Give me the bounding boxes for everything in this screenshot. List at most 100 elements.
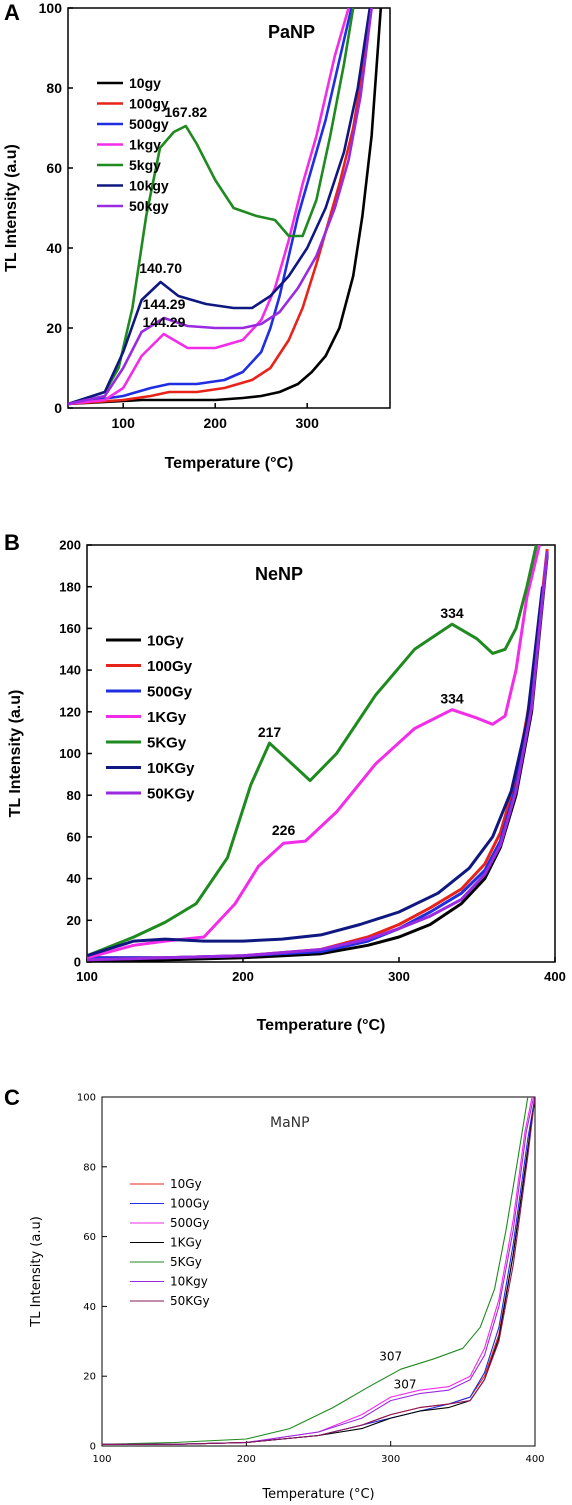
legend-label: 50kgy (129, 198, 169, 214)
series-line-5kgy (68, 8, 355, 406)
y-tick-label: 200 (59, 538, 81, 553)
x-axis-label: Temperature (°C) (165, 455, 294, 472)
x-tick-label: 200 (204, 415, 228, 431)
chart-title: NeNP (255, 564, 303, 584)
y-axis-label: TL Intensity (a.u) (29, 1216, 44, 1328)
legend-label: 1KGy (170, 1236, 202, 1250)
series-line-500gy (87, 553, 549, 960)
chart-panel-a: A 100 200 300 0 20 40 60 80 100 PaNP 10gy 100gy 500g… (0, 0, 572, 490)
series-line-50kgy (68, 8, 373, 406)
series-line-50kgy (102, 1097, 535, 1445)
series-line-5kgy (102, 1097, 529, 1445)
y-tick-label: 80 (67, 788, 81, 803)
legend-label: 10Kgy (170, 1275, 208, 1289)
y-tick-label: 40 (46, 240, 62, 256)
y-tick-label: 100 (77, 1093, 96, 1104)
y-tick-label: 60 (67, 829, 81, 844)
y-tick-label: 0 (90, 1442, 96, 1453)
series-group (102, 1097, 535, 1445)
chart-svg-c: 100 200 300 400 0 20 40 60 80 100 MaNP 10Gy 100Gy 500… (29, 1093, 545, 1503)
peak-annotation: 334 (440, 605, 464, 621)
series-line-1kgy (68, 8, 350, 406)
y-axis-label: TL Intensity (a.u) (7, 690, 24, 818)
y-tick-label: 60 (46, 160, 62, 176)
legend-label: 500Gy (147, 683, 193, 700)
legend-label: 100Gy (170, 1197, 209, 1211)
legend-label: 100gy (129, 95, 169, 111)
peak-annotation: 307 (379, 1350, 402, 1364)
y-axis-label: TL Intensity (a.u) (3, 144, 20, 272)
series-line-100gy (68, 8, 373, 406)
legend-label: 1kgy (129, 136, 161, 152)
x-axis-label: Temperature (°C) (257, 1017, 386, 1034)
x-tick-label: 100 (112, 415, 136, 431)
x-tick-label: 300 (296, 415, 320, 431)
y-tick-label: 100 (39, 0, 63, 16)
peak-annotation: 226 (272, 822, 296, 838)
peak-annotation: 217 (258, 724, 282, 740)
y-tick-label: 160 (59, 621, 81, 636)
series-line-50kgy (87, 551, 549, 962)
legend-label: 10gy (129, 75, 161, 91)
panel-letter: B (4, 530, 20, 555)
peak-annotation: 334 (440, 691, 464, 707)
legend-label: 10Gy (147, 632, 184, 649)
y-tick-label: 20 (83, 1372, 96, 1383)
y-tick-label: 0 (54, 400, 62, 416)
series-group (68, 8, 383, 406)
x-tick-label: 300 (381, 1454, 400, 1465)
x-tick-label: 400 (525, 1454, 544, 1465)
y-tick-label: 20 (67, 913, 81, 928)
series-group (87, 545, 549, 962)
y-tick-label: 100 (59, 746, 81, 761)
chart-panel-c: C 100 200 300 400 0 20 40 60 80 100 MaNP 10Gy 100Gy 5… (0, 1085, 572, 1505)
peak-annotation: 144.29 (143, 314, 186, 330)
peak-annotation: 140.70 (139, 260, 182, 276)
chart-title: PaNP (268, 22, 315, 42)
y-tick-label: 80 (83, 1162, 96, 1173)
legend-label: 500Gy (170, 1216, 209, 1230)
chart-title: MaNP (270, 1115, 310, 1131)
legend-label: 1KGy (147, 709, 187, 726)
legend-label: 10Gy (170, 1177, 202, 1191)
legend-label: 50KGy (170, 1294, 210, 1308)
series-line-10gy (87, 555, 549, 962)
legend-label: 500gy (129, 116, 169, 132)
series-line-500gy (102, 1097, 533, 1445)
plot-frame (86, 544, 556, 963)
series-line-1kgy (102, 1097, 535, 1445)
x-tick-label: 100 (76, 969, 98, 984)
panel-letter: C (4, 1085, 20, 1110)
y-tick-label: 180 (59, 579, 81, 594)
series-line-10kgy (68, 8, 372, 406)
series-line-10gy (102, 1097, 535, 1445)
plot-frame (101, 1096, 536, 1447)
chart-panel-b: B 100 200 300 400 0 20 40 60 80 100 120 140 160 180 20… (0, 530, 572, 1040)
x-tick-label: 200 (237, 1454, 256, 1465)
x-tick-label: 200 (232, 969, 254, 984)
chart-svg-b: 100 200 300 400 0 20 40 60 80 100 120 140 160 180 200 N… (7, 538, 566, 1034)
legend-label: 50KGy (147, 785, 195, 802)
peak-annotation: 167.82 (164, 104, 207, 120)
legend-label: 100Gy (147, 658, 193, 675)
y-tick-label: 140 (59, 663, 81, 678)
series-line-10gy (68, 8, 383, 406)
series-line-10kgy (102, 1097, 535, 1445)
y-tick-label: 40 (67, 871, 81, 886)
y-tick-label: 60 (83, 1232, 96, 1243)
legend-label: 5KGy (170, 1255, 202, 1269)
x-tick-label: 100 (92, 1454, 111, 1465)
y-tick-label: 80 (46, 80, 62, 96)
legend-label: 5KGy (147, 734, 187, 751)
legend-label: 5kgy (129, 157, 161, 173)
series-line-500gy (68, 8, 353, 406)
peak-annotation: 307 (394, 1378, 417, 1392)
y-tick-label: 0 (74, 955, 81, 970)
series-line-100gy (87, 549, 549, 960)
panel-letter: A (4, 0, 20, 25)
legend-label: 10kgy (129, 177, 169, 193)
x-tick-label: 400 (544, 969, 566, 984)
peak-annotation: 144.29 (143, 296, 186, 312)
y-tick-label: 40 (83, 1302, 96, 1313)
series-line-5kgy (87, 545, 538, 958)
